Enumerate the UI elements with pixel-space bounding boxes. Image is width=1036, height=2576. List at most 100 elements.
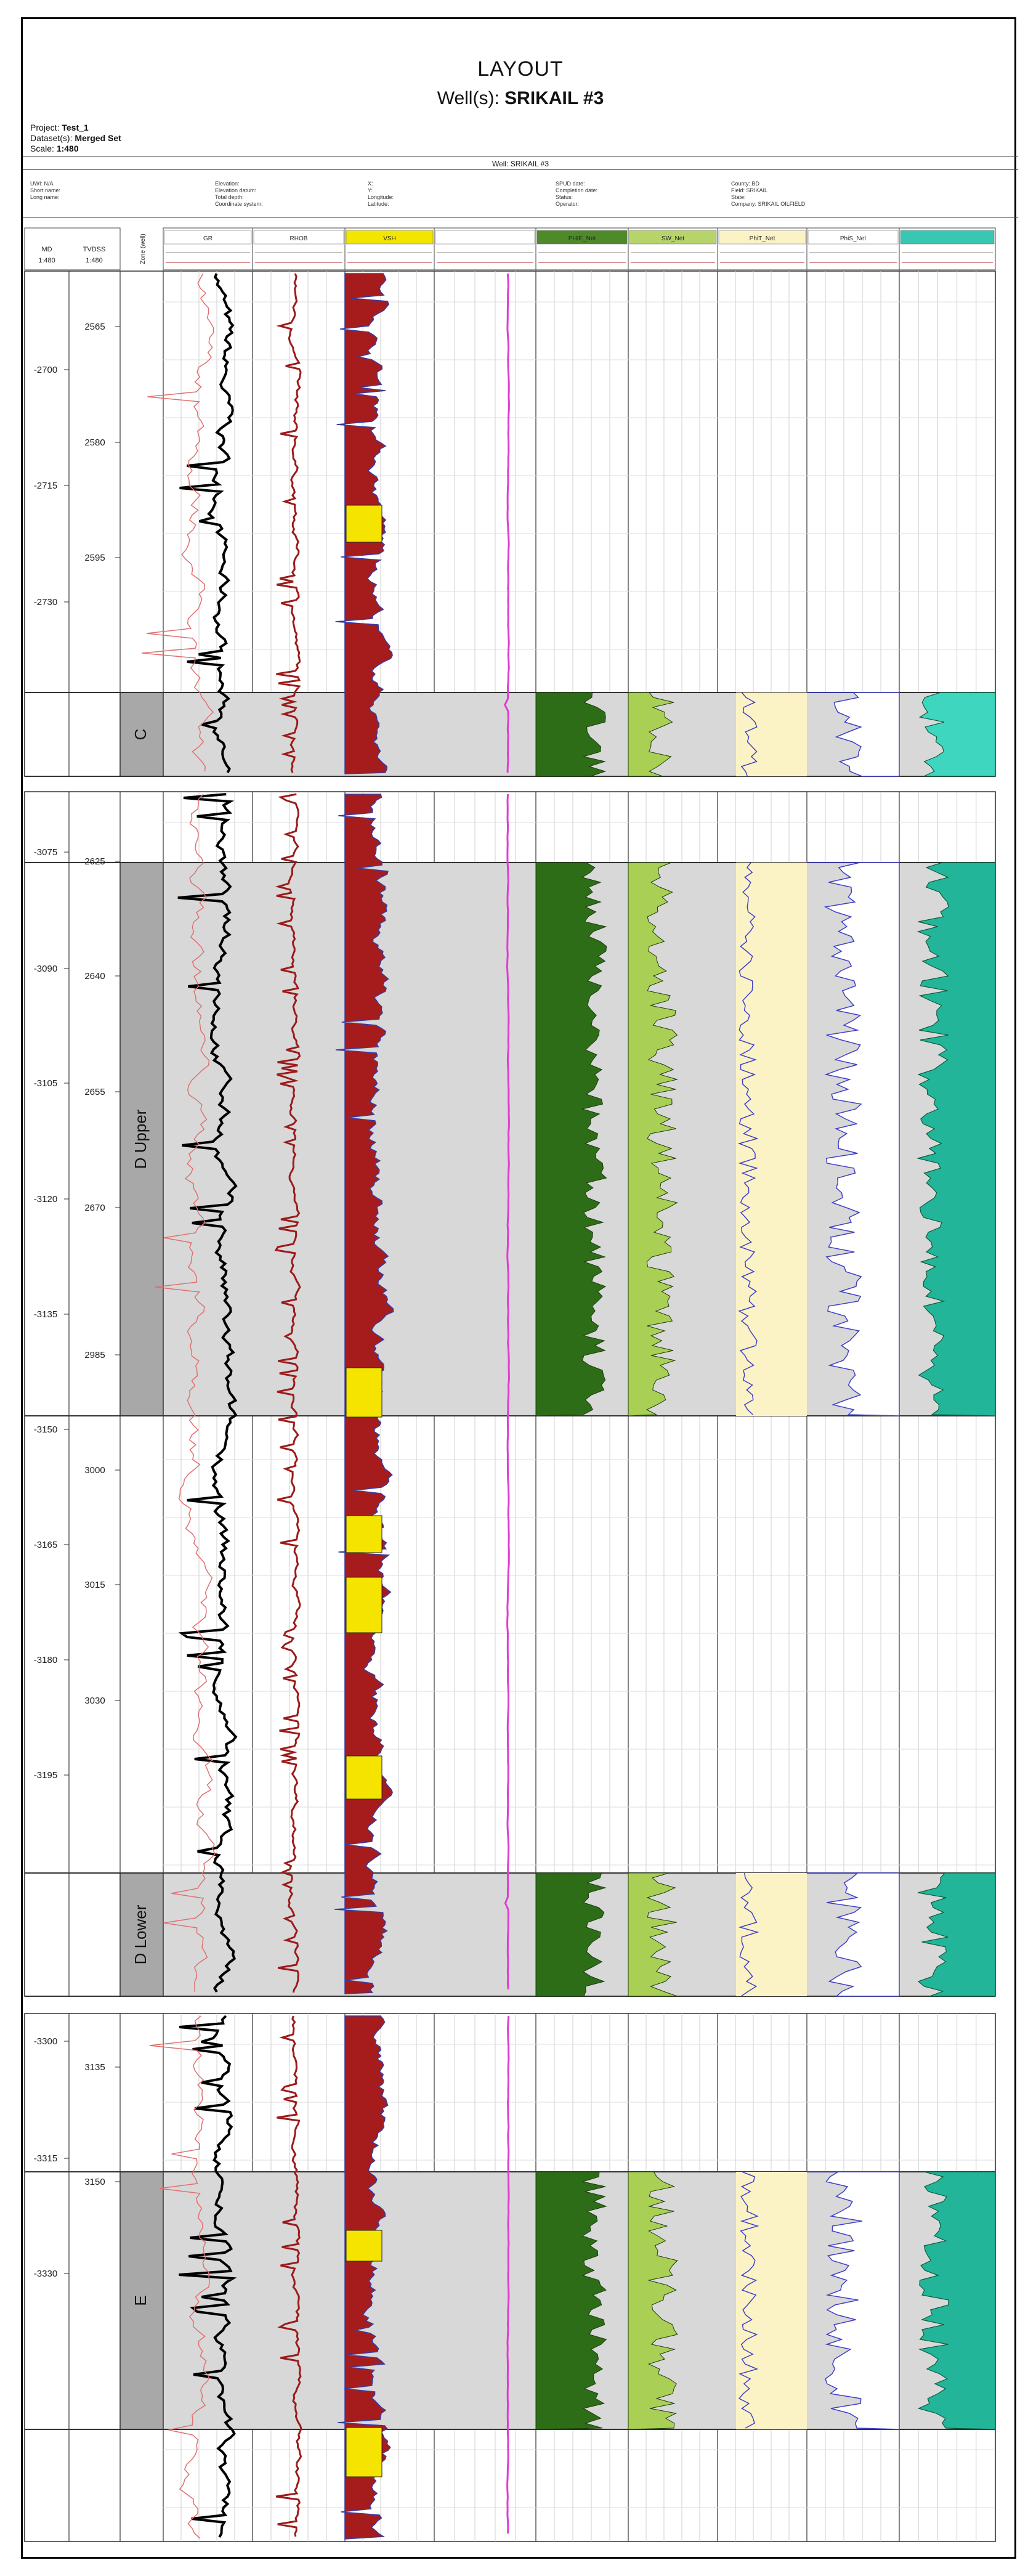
md-tick-label: -3135 [34,1309,57,1320]
track-header-swatch [164,230,252,245]
phie-fill [535,692,607,777]
wells-label: Well(s): [437,88,500,108]
zone-box [119,2171,164,2430]
track-header-swatch [807,230,899,245]
wells-title: Well(s): SRIKAIL #3 [23,88,1018,109]
sw-fill [628,2171,678,2430]
well-info-col5: County: BD Field: SRIKAIL State: Company… [731,181,805,208]
project-value: Test_1 [62,123,89,132]
md-tick-label: -3300 [34,2036,57,2047]
dataset-value: Merged Set [75,133,121,143]
teal-fill [917,1872,996,1997]
sw-fill [628,862,679,1416]
header-divider [23,169,1018,170]
track-header-label: PHIE_Net [569,235,596,242]
phit-curve [738,1872,759,1997]
zone-box [119,862,164,1416]
well-info-col1: UWI: N/A Short name: Long name: [30,181,60,201]
md-tick-label: -3120 [34,1194,57,1205]
vsh-sand-fill [346,505,382,543]
md-tick-label: -2715 [34,481,57,491]
phis-fill [807,2171,900,2430]
track-header-swatch [346,230,434,245]
track-header-label: GR [203,235,212,242]
info-y: Y: [368,187,373,193]
vsh-sand-fill [346,1515,382,1553]
info-operator: Operator: [556,201,580,207]
rhob-curve [276,273,302,773]
zone-label: D Lower [131,1904,150,1964]
phit-fill [736,1873,807,1996]
track-header-swatch [536,230,628,245]
track-headers: MD 1:480 TVDSS 1:480 Zone (well) GR RHOB VSH PHI… [24,227,996,270]
info-longitude: Longitude: [368,194,394,200]
vsh-fill [338,2015,391,2540]
track-header-swatch [629,230,717,245]
tvd-tick-label: 2580 [84,437,105,448]
header-divider [23,217,1018,218]
info-total-depth: Total depth: [215,194,244,200]
sp-curve [155,794,216,1993]
info-short-name: Short name: [30,187,61,193]
depth-header-label: MD [41,246,52,253]
md-tick-label: -3105 [34,1078,57,1089]
well-info-col2: Elevation: Elevation datum: Total depth:… [215,181,263,208]
zone-label: E [131,2295,150,2306]
vsh-sand-fill [346,1755,382,1800]
well-info-col3: X: Y: Longitude: Latitude: [368,181,394,208]
rhob-curve [275,2015,302,2537]
zone-label: C [131,729,150,741]
info-county: County: BD [731,181,760,187]
phis-fill [807,692,900,777]
tvd-tick-label: 3135 [84,2062,105,2073]
layout-title: LAYOUT [477,57,564,81]
track-header-label: RHOB [290,235,308,242]
phit-curve [740,692,758,777]
info-latitude: Latitude: [368,201,389,207]
info-company: Company: SRIKAIL OILFIELD [731,201,806,207]
track-header-swatch [435,230,535,245]
well-name: SRIKAIL #3 [504,88,604,108]
caliper-curve [504,273,510,773]
info-elevation: Elevation: [215,181,240,187]
vsh-sand-fill [346,1577,382,1633]
depth-header-label: TVDSS [83,246,106,253]
tvd-tick-label: 3030 [84,1696,105,1706]
teal-fill [918,692,996,777]
md-tick-label: -3180 [34,1655,57,1665]
tvd-tick-label: 2595 [84,553,105,563]
info-field: Field: SRIKAIL [731,187,768,193]
track-header-swatch [900,230,995,245]
caliper-curve [504,794,510,1990]
phit-curve [737,862,759,1415]
sw-fill [628,692,674,777]
zones-header-label: Zone (well) [140,234,147,264]
sw-fill [628,1872,678,1997]
track-header-label: PhiS_Net [840,235,866,242]
gr-curve [179,273,235,773]
zone-box [119,692,164,777]
tvd-tick-label: 2565 [84,322,105,332]
depth-ticks: -2700 -2715 -2730 -3075 -3090 -3105 -3120 -3135… [34,322,120,2279]
scale-label: Scale: [30,144,54,153]
md-tick-label: -2700 [34,365,57,375]
tvd-tick-label: 2985 [84,1350,105,1360]
teal-fill [917,2171,996,2430]
phis-fill [807,1872,900,1997]
info-long-name: Long name: [30,194,60,200]
scale-value: 1:480 [56,144,79,153]
track-header-label: VSH [383,235,396,242]
track-header-label: SW_Net [662,235,684,242]
depth-header-box [24,227,121,270]
md-tick-label: -2730 [34,597,57,607]
info-coordinate-system: Coordinate system: [215,201,263,207]
sp-curve [142,273,214,772]
info-completion-date: Completion date: [556,187,598,193]
md-tick-label: -3090 [34,964,57,974]
project-label: Project: [30,123,60,132]
info-elevation-datum: Elevation datum: [215,187,257,193]
phie-fill [535,1872,607,1997]
track-header-swatch [253,230,344,245]
phis-fill [807,862,900,1416]
